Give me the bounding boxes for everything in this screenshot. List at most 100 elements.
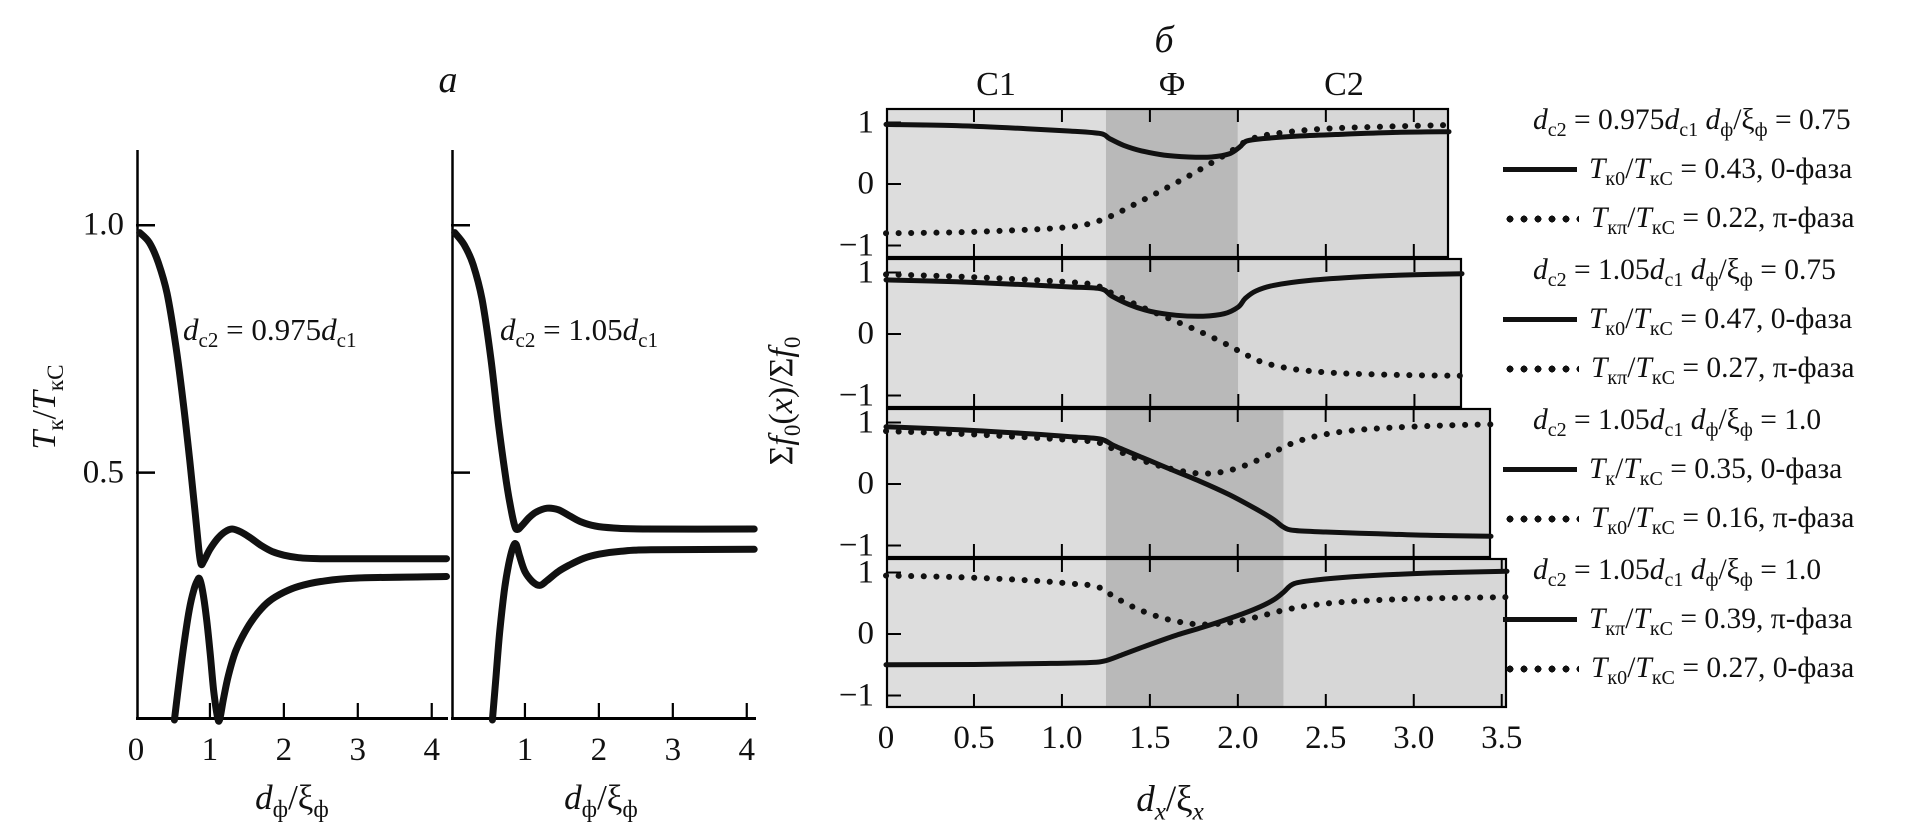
y-tick-label: 0 <box>857 165 875 202</box>
legend-2-header: dc2 = 1.05dc1 dф/ξф = 0.75 <box>1533 254 1836 291</box>
dotted-line-swatch <box>1503 664 1579 673</box>
panel-a-y-axis-label: Tк/TкС <box>26 364 69 450</box>
legend-4-header: dc2 = 1.05dc1 dф/ξф = 1.0 <box>1533 554 1822 591</box>
x-tick-label: 4 <box>738 732 756 768</box>
x-tick-label: 0 <box>877 720 895 756</box>
solid-line-swatch <box>1503 317 1577 322</box>
curve-solid-π-фаза <box>883 568 1510 668</box>
solid-line-swatch <box>1503 167 1577 172</box>
legend-4-dotted-label: Tк0/TкС = 0.27, 0-фаза <box>1591 652 1855 689</box>
panel-b-subplot-2-plot <box>883 257 1465 409</box>
panel-a-subplot-1-plot <box>136 150 450 725</box>
panel-b-y-axis-label: Σf0(x)/Σf0 <box>763 336 806 466</box>
legend-1-solid-label: Tк0/TкС = 0.43, 0-фаза <box>1589 153 1853 190</box>
plot-frame <box>885 407 1492 559</box>
y-tick-label: −1 <box>838 527 874 563</box>
panel-a-subplot-1-annotation: dc2 = 0.975dc1 <box>183 312 357 353</box>
x-tick-label: 1.5 <box>1129 720 1171 756</box>
legend-2-dotted-row: Tкπ/TкС = 0.27, π-фаза <box>1503 352 1906 389</box>
legend-1-header: dc2 = 0.975dc1 dф/ξф = 0.75 <box>1533 104 1851 141</box>
y-tick-label: 1 <box>857 254 875 290</box>
y-tick-label: 0 <box>857 615 875 652</box>
x-tick-label: 0 <box>127 732 145 768</box>
legend-block-3: dc2 = 1.05dc1 dф/ξф = 1.0 Tк/TкС = 0.35,… <box>1503 404 1906 558</box>
panel-b-subplot-4-plot <box>883 557 1510 709</box>
y-tick-label: −1 <box>838 227 874 263</box>
region-band-C2 <box>1238 258 1462 408</box>
region-band-C2 <box>1283 558 1507 708</box>
legend-4-solid-row: Tкπ/TкС = 0.39, π-фаза <box>1503 603 1906 640</box>
x-tick-label: 3.0 <box>1393 720 1435 756</box>
x-tick-label: 2 <box>275 732 293 768</box>
curve-dotted-π-фаза <box>883 271 1465 379</box>
curve-solid-0-phase branch <box>136 229 450 569</box>
y-tick-label: 0.5 <box>82 454 124 491</box>
x-tick-label: 2.5 <box>1305 720 1347 756</box>
legend-3-dotted-label: Tк0/TкС = 0.16, π-фаза <box>1591 502 1855 539</box>
region-band-Ф <box>1105 408 1284 558</box>
curve-solid-π-phase branch <box>488 540 758 724</box>
y-tick-label: 1 <box>857 404 875 440</box>
dotted-line-swatch <box>1503 364 1579 373</box>
panel-b-subplot-4: 0 0.5 1.0 1.5 2.0 2.5 3.0 3.5 1 0 −1 <box>839 554 1522 756</box>
solid-line-swatch <box>1503 467 1577 472</box>
curve-dotted-0-фаза <box>883 572 1510 628</box>
dotted-line-swatch <box>1503 214 1579 223</box>
panel-b-subplot-1: 1 0 −1 <box>839 104 1452 263</box>
curve-dotted-π-фаза <box>883 421 1494 477</box>
plot-frame <box>885 257 1463 409</box>
curve-solid-0-фаза <box>883 121 1452 160</box>
legend-block-2: dc2 = 1.05dc1 dф/ξф = 0.75 Tк0/TкС = 0.4… <box>1503 254 1906 408</box>
legend-3-solid-row: Tк/TкС = 0.35, 0-фаза <box>1503 453 1906 490</box>
legend-2-dotted-label: Tкπ/TкС = 0.27, π-фаза <box>1591 352 1855 389</box>
x-tick-label: 0.5 <box>953 720 995 756</box>
legend-2-solid-row: Tк0/TкС = 0.47, 0-фаза <box>1503 303 1906 339</box>
x-tick-label: 1 <box>516 732 534 768</box>
panel-b-subplot-2: 1 0 −1 <box>839 254 1465 413</box>
panel-a-subplot-2-x-axis-label: dф/ξф <box>564 778 638 823</box>
legend-1-solid-row: Tк0/TкС = 0.43, 0-фаза <box>1503 153 1906 190</box>
y-tick-label: 1 <box>857 554 875 590</box>
legend-3-solid-label: Tк/TкС = 0.35, 0-фаза <box>1589 453 1843 490</box>
dotted-line-swatch <box>1503 514 1579 523</box>
region-label-c2: C2 <box>1324 66 1364 103</box>
x-tick-label: 1.0 <box>1041 720 1083 756</box>
solid-line-swatch <box>1503 617 1577 622</box>
region-band-C1 <box>886 558 1106 708</box>
x-tick-label: 1 <box>201 732 219 768</box>
legend-1-dotted-row: Tкπ/TкС = 0.22, π-фаза <box>1503 202 1906 238</box>
region-band-Ф <box>1105 558 1284 708</box>
panel-a-subplot-1-x-axis-label: dф/ξф <box>255 778 329 823</box>
legend-3-dotted-row: Tк0/TкС = 0.16, π-фаза <box>1503 502 1906 539</box>
curve-solid-π-phase branch <box>170 573 450 725</box>
panel-a-subplot-2-plot <box>451 150 758 724</box>
legend-block-4: dc2 = 1.05dc1 dф/ξф = 1.0 Tкπ/TкС = 0.39… <box>1503 554 1906 708</box>
x-tick-label: 3 <box>349 732 367 768</box>
curve-dotted-π-фаза <box>883 122 1452 237</box>
y-tick-label: 0 <box>857 315 875 352</box>
panel-b-subplot-3: 1 0 −1 <box>839 404 1494 563</box>
panel-b-subplot-1-plot <box>883 107 1452 259</box>
x-tick-label: 2 <box>590 732 608 768</box>
x-tick-label: 4 <box>423 732 440 768</box>
plot-frame <box>885 557 1508 709</box>
x-tick-label: 3.5 <box>1481 720 1523 756</box>
y-tick-label: −1 <box>838 377 874 413</box>
y-tick-label: 1.0 <box>82 206 124 243</box>
region-band-Ф <box>1106 258 1239 408</box>
region-band-Ф <box>1105 108 1238 258</box>
plot-frame <box>885 107 1450 259</box>
legend-4-dotted-row: Tк0/TкС = 0.27, 0-фаза <box>1503 652 1906 689</box>
legend-4-solid-label: Tкπ/TкС = 0.39, π-фаза <box>1589 603 1853 640</box>
panel-b-subplot-3-plot <box>883 407 1494 559</box>
curve-solid-0-фаза <box>883 271 1465 319</box>
panel-a-title: а <box>438 59 458 101</box>
panel-b-x-axis-label: dx/ξx <box>1136 779 1204 826</box>
legend-3-header: dc2 = 1.05dc1 dф/ξф = 1.0 <box>1533 404 1822 441</box>
x-tick-label: 2.0 <box>1217 720 1259 756</box>
curve-solid-0-phase branch <box>451 229 758 534</box>
panel-a-subplot-2-annotation: dc2 = 1.05dc1 <box>500 312 659 353</box>
panel-a-subplot-2: 1 2 3 4 <box>451 150 758 768</box>
x-tick-label: 3 <box>664 732 682 768</box>
